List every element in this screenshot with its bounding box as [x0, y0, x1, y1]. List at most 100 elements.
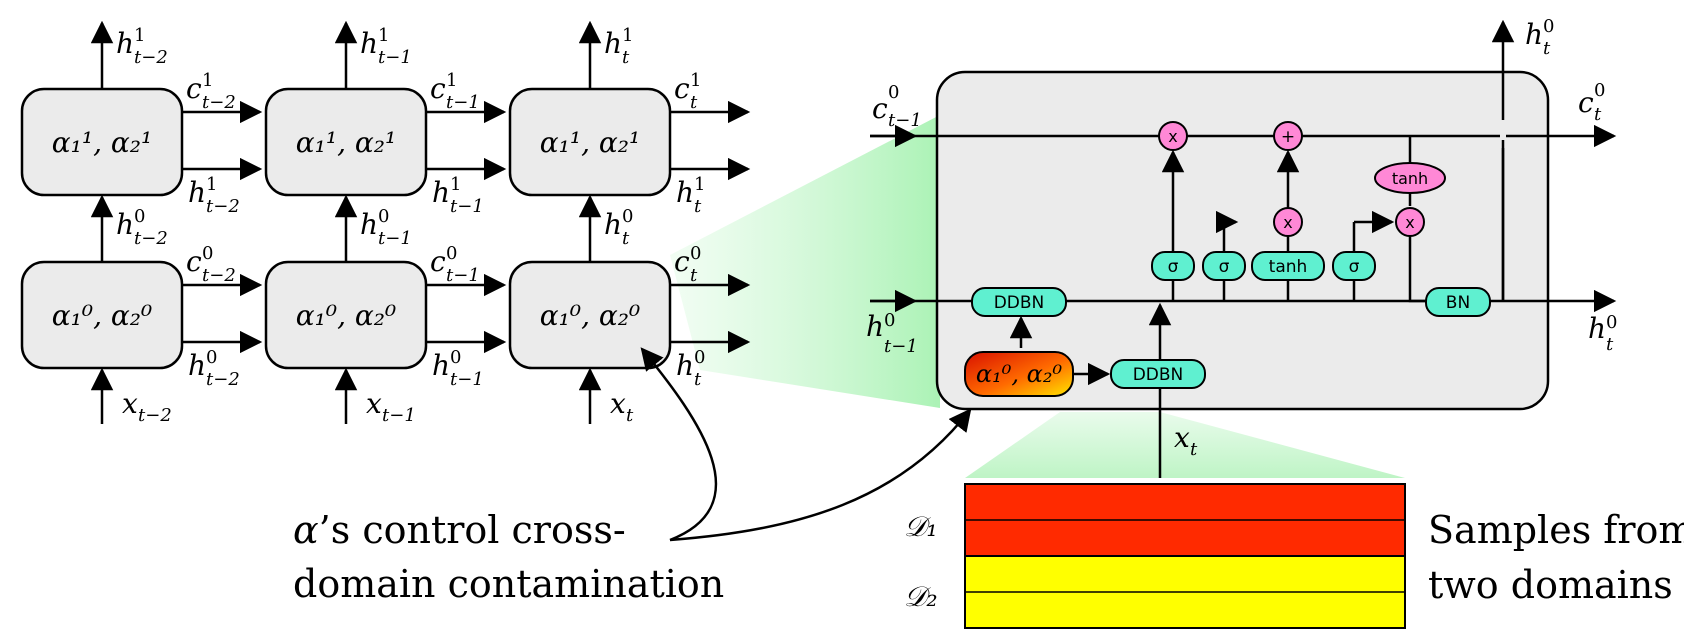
- grid-cell-label: α₁⁰, α₂⁰: [52, 299, 153, 332]
- svg-text:t−2: t−2: [138, 405, 172, 426]
- svg-text:1: 1: [134, 25, 145, 46]
- svg-text:t: t: [690, 265, 698, 286]
- svg-text:0: 0: [1543, 16, 1554, 37]
- svg-text:h: h: [116, 27, 134, 60]
- c-out-label: c 0 t: [1578, 80, 1605, 125]
- grid-cell-label: α₁⁰, α₂⁰: [296, 299, 397, 332]
- svg-text:0: 0: [202, 243, 213, 264]
- curve-to-alpha: [669, 408, 972, 542]
- sigma-gate-1: σ: [1151, 251, 1195, 281]
- grid-cell-label: α₁⁰, α₂⁰: [540, 299, 641, 332]
- tanh-op-top: tanh: [1374, 162, 1446, 194]
- multiply-op-right: x: [1395, 207, 1425, 237]
- grid-cell-bottom-2: α₁⁰, α₂⁰: [264, 260, 428, 370]
- svg-text:c: c: [186, 245, 202, 278]
- sigma-gate-3: σ: [1332, 251, 1376, 281]
- svg-text:h: h: [360, 208, 378, 241]
- svg-text:c: c: [674, 245, 690, 278]
- svg-text:0: 0: [888, 82, 899, 103]
- svg-text:t: t: [622, 47, 630, 68]
- multiply-op-mid: x: [1273, 207, 1303, 237]
- svg-text:t−1: t−1: [450, 369, 484, 390]
- svg-text:c: c: [872, 92, 888, 125]
- svg-text:x: x: [1283, 213, 1292, 232]
- h-mid-label: h 0t−2: [116, 206, 168, 249]
- h-label: h 1t−2: [188, 174, 240, 217]
- sigma-gate-2: σ: [1202, 251, 1246, 281]
- svg-text:h: h: [360, 27, 378, 60]
- h-top-label: h 0 t: [1525, 16, 1554, 59]
- svg-text:h: h: [604, 27, 622, 60]
- svg-text:t−1: t−1: [450, 196, 484, 217]
- svg-text:t−1: t−1: [378, 47, 412, 68]
- svg-text:t−1: t−1: [446, 92, 480, 113]
- svg-text:t: t: [622, 228, 630, 249]
- svg-text:h: h: [188, 349, 206, 382]
- svg-text:1: 1: [206, 174, 217, 195]
- zoom-wedge-bottom: [965, 412, 1405, 478]
- domains-caption-2: two domains: [1428, 563, 1673, 607]
- c-label: c 1t−2: [186, 70, 236, 113]
- h-top-label: h 1t−2: [116, 25, 168, 68]
- svg-text:t−1: t−1: [446, 265, 480, 286]
- svg-text:0: 0: [690, 243, 701, 264]
- h-mid-label: h 0t−1: [360, 206, 412, 249]
- svg-text:t: t: [690, 92, 698, 113]
- svg-text:DDBN: DDBN: [1133, 365, 1184, 385]
- svg-text:h: h: [188, 176, 206, 209]
- bn-wire: [1408, 236, 1426, 303]
- svg-text:t−2: t−2: [206, 196, 240, 217]
- svg-text:x: x: [1405, 213, 1414, 232]
- grid-cell-top-3: α₁¹, α₂¹: [508, 87, 672, 197]
- h-mid-label: h 0t: [604, 206, 633, 249]
- svg-text:c: c: [1578, 86, 1594, 119]
- svg-text:t: t: [626, 405, 634, 426]
- caption-line1: ’s control cross-: [319, 508, 626, 552]
- c-label: c 0t−1: [430, 243, 480, 286]
- h-label: h 1t: [676, 174, 705, 217]
- svg-text:BN: BN: [1446, 293, 1470, 313]
- svg-text:1: 1: [690, 70, 701, 91]
- svg-text:x: x: [366, 387, 382, 420]
- contamination-caption: α’s control cross- domain contamination: [293, 508, 724, 606]
- svg-text:t−2: t−2: [206, 369, 240, 390]
- svg-text:t: t: [1190, 439, 1198, 460]
- svg-text:h: h: [866, 310, 884, 343]
- x-label: x t−2: [122, 387, 172, 426]
- grid-cell-label: α₁¹, α₂¹: [540, 126, 641, 159]
- svg-text:h: h: [432, 176, 450, 209]
- svg-text:h: h: [116, 208, 134, 241]
- svg-text:x: x: [1168, 127, 1177, 146]
- domains-caption-1: Samples from: [1428, 508, 1684, 552]
- lstm-cell-box: [935, 70, 1550, 411]
- svg-text:h: h: [1588, 312, 1606, 345]
- tanh-gate: tanh: [1251, 251, 1325, 281]
- svg-text:t: t: [694, 369, 702, 390]
- zoom-wedge-left: [670, 115, 940, 408]
- svg-text:h: h: [676, 349, 694, 382]
- svg-text:1: 1: [446, 70, 457, 91]
- h-label: h 1t−1: [432, 174, 484, 217]
- multiply-op-top: x: [1158, 121, 1188, 151]
- svg-text:t−2: t−2: [202, 92, 236, 113]
- h-label: h 0t−2: [188, 347, 240, 390]
- svg-text:0: 0: [1606, 312, 1617, 333]
- svg-text:h: h: [432, 349, 450, 382]
- c-label: c 0t: [674, 243, 701, 286]
- c-label: c 1t−1: [430, 70, 480, 113]
- svg-text:0: 0: [1594, 80, 1605, 101]
- x-in-label: x t: [1174, 421, 1198, 460]
- svg-text:σ: σ: [1349, 257, 1360, 277]
- svg-text:0: 0: [378, 206, 389, 227]
- svg-text:1: 1: [202, 70, 213, 91]
- h-top-label: h 1t−1: [360, 25, 412, 68]
- svg-text:h: h: [604, 208, 622, 241]
- svg-text:c: c: [430, 245, 446, 278]
- svg-text:tanh: tanh: [1269, 257, 1308, 277]
- svg-text:0: 0: [450, 347, 461, 368]
- domain-samples: 𝒟₁ 𝒟₂ Samples from two domains: [904, 483, 1684, 629]
- svg-text:tanh: tanh: [1392, 169, 1428, 188]
- caption-line2: domain contamination: [293, 562, 724, 606]
